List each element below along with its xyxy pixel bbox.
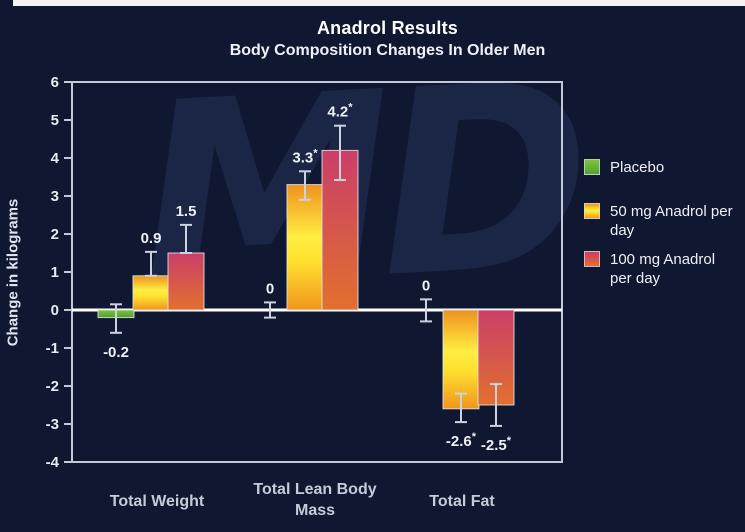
value-label: -2.6* <box>446 431 477 450</box>
legend-item-50mg: 50 mg Anadrol per day <box>584 202 735 240</box>
y-tick-label: -3 <box>46 416 59 433</box>
value-label: 0.9 <box>141 230 162 247</box>
value-label: 3.3* <box>292 147 318 166</box>
category-label: Total Lean Body <box>253 481 376 498</box>
chart-subtitle: Body Composition Changes In Older Men <box>229 42 546 59</box>
bar-pink-1 <box>167 252 205 311</box>
error-bar <box>110 303 122 334</box>
category-label: Mass <box>295 502 335 519</box>
bar-yellow-3 <box>442 309 480 410</box>
y-tick-label: -2 <box>46 378 59 395</box>
value-label: -2.5* <box>481 435 512 454</box>
legend-swatch-100mg <box>584 251 600 267</box>
error-bar <box>334 124 346 182</box>
legend-item-100mg: 100 mg Anadrol per day <box>584 250 735 288</box>
error-bar <box>420 298 432 323</box>
chart-header: Anadrol Results Body Composition Changes… <box>30 18 745 60</box>
category-label: Total Fat <box>429 493 495 510</box>
video-frame-edge <box>13 0 745 6</box>
legend-swatch-50mg <box>584 203 600 219</box>
chart-title: Anadrol Results <box>316 18 459 38</box>
y-tick-label: 3 <box>51 188 59 205</box>
y-tick-label: -4 <box>46 454 60 471</box>
y-tick-label: 2 <box>51 226 59 243</box>
error-bar <box>299 170 311 201</box>
legend-label-100mg: 100 mg Anadrol per day <box>610 251 716 287</box>
legend-swatch-placebo <box>584 159 600 175</box>
error-bar <box>264 301 276 319</box>
value-label: 0 <box>266 280 274 297</box>
legend-label-placebo: Placebo <box>610 159 665 176</box>
legend-label-50mg: 50 mg Anadrol per day <box>610 203 733 239</box>
value-label: 0 <box>422 277 430 294</box>
y-tick-label: 1 <box>51 264 59 281</box>
error-bar <box>490 383 502 427</box>
value-label: 4.2* <box>327 102 353 121</box>
y-tick-label: 4 <box>51 150 60 167</box>
y-tick-label: 0 <box>51 302 59 319</box>
error-bar <box>145 250 157 277</box>
value-label: 1.5 <box>176 203 197 220</box>
y-tick-label: -1 <box>46 340 59 357</box>
y-tick-label: 6 <box>51 74 59 91</box>
legend-item-placebo: Placebo <box>584 158 664 177</box>
error-bar <box>455 392 467 424</box>
value-label: -0.2 <box>103 344 129 361</box>
error-bar <box>180 223 192 254</box>
bar-yellow-1 <box>132 275 170 311</box>
y-tick-label: 5 <box>51 112 59 129</box>
category-label: Total Weight <box>110 493 205 510</box>
bar-yellow-2 <box>286 184 324 311</box>
